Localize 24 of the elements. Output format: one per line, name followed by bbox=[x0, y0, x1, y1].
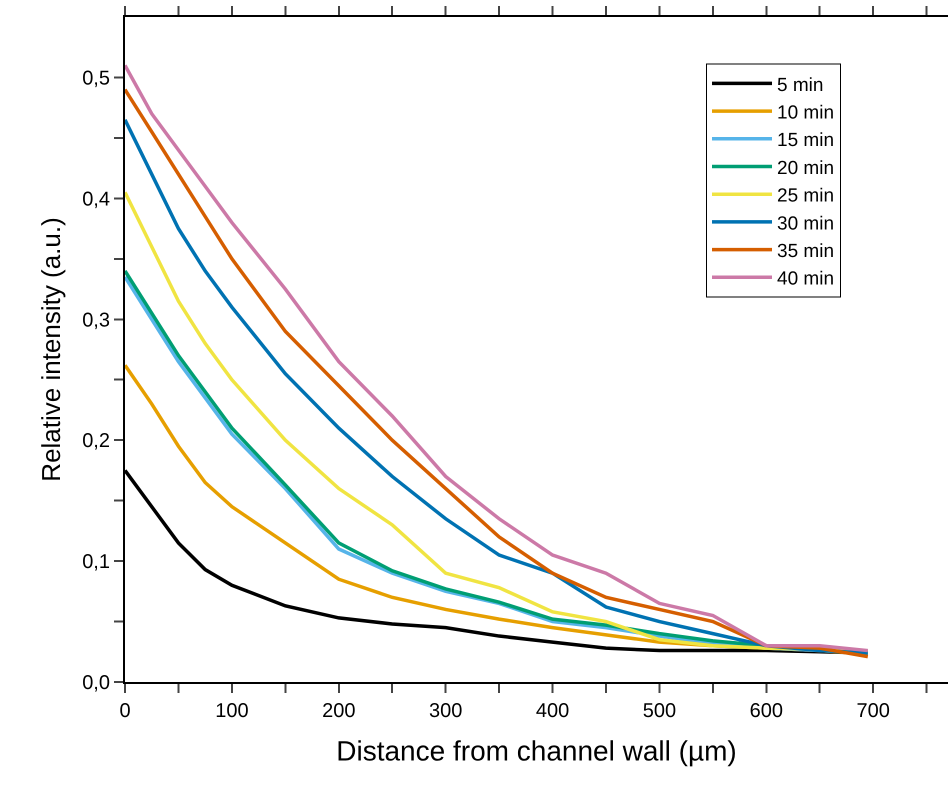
x-tick-label: 200 bbox=[322, 700, 356, 722]
legend-label: 5 min bbox=[777, 74, 824, 96]
x-tick-label: 300 bbox=[428, 700, 462, 722]
legend-label: 15 min bbox=[777, 130, 834, 152]
x-tick-label: 600 bbox=[750, 700, 783, 722]
x-tick-label: 400 bbox=[536, 700, 570, 722]
y-tick-label: 0,4 bbox=[82, 188, 110, 210]
legend-label: 25 min bbox=[777, 186, 834, 207]
x-tick-label: 700 bbox=[856, 700, 890, 722]
legend-label: 30 min bbox=[777, 213, 834, 234]
x-tick-label: 500 bbox=[642, 700, 676, 722]
x-tick-label: 100 bbox=[215, 700, 249, 722]
y-tick-label: 0,2 bbox=[82, 430, 110, 452]
x-axis-title: Distance from channel wall (µm) bbox=[336, 736, 737, 767]
x-tick-label: 0 bbox=[119, 700, 131, 722]
y-tick-label: 0,3 bbox=[82, 309, 110, 332]
y-tick-label: 0,5 bbox=[82, 67, 110, 90]
y-tick-label: 0,0 bbox=[82, 672, 110, 694]
y-axis-title: Relative intensity (a.u.) bbox=[36, 217, 66, 482]
legend-label: 20 min bbox=[777, 158, 834, 179]
legend-label: 40 min bbox=[777, 268, 834, 290]
legend-label: 10 min bbox=[777, 102, 834, 124]
legend-label: 35 min bbox=[777, 241, 834, 262]
y-tick-label: 0,1 bbox=[82, 551, 110, 574]
